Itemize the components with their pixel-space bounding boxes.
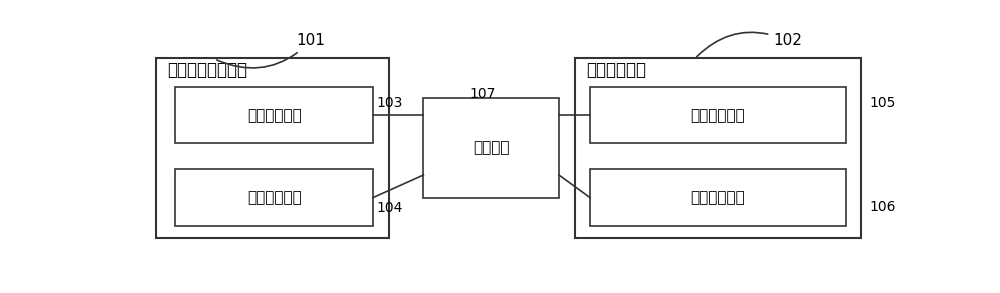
Text: 报告输入窗口: 报告输入窗口 <box>690 108 745 123</box>
Text: 数据输入窗口: 数据输入窗口 <box>247 108 302 123</box>
Text: 104: 104 <box>377 201 403 215</box>
Text: 105: 105 <box>869 96 895 110</box>
Text: 结果输出窗口: 结果输出窗口 <box>247 190 302 205</box>
Bar <box>574 58 861 238</box>
Text: 存储系统: 存储系统 <box>473 140 509 156</box>
Text: 报告发送系统: 报告发送系统 <box>586 61 646 79</box>
Text: 报告输出窗口: 报告输出窗口 <box>690 190 745 205</box>
Bar <box>423 98 559 197</box>
Bar <box>590 87 846 144</box>
Text: 106: 106 <box>869 200 896 214</box>
Text: 107: 107 <box>470 87 496 101</box>
Bar <box>175 169 373 226</box>
Text: 101: 101 <box>217 33 325 68</box>
Text: 数据输入输出系统: 数据输入输出系统 <box>168 61 248 79</box>
Bar <box>156 58 388 238</box>
Text: 103: 103 <box>377 96 403 110</box>
Text: 102: 102 <box>697 32 802 57</box>
Bar <box>590 169 846 226</box>
Bar <box>175 87 373 144</box>
